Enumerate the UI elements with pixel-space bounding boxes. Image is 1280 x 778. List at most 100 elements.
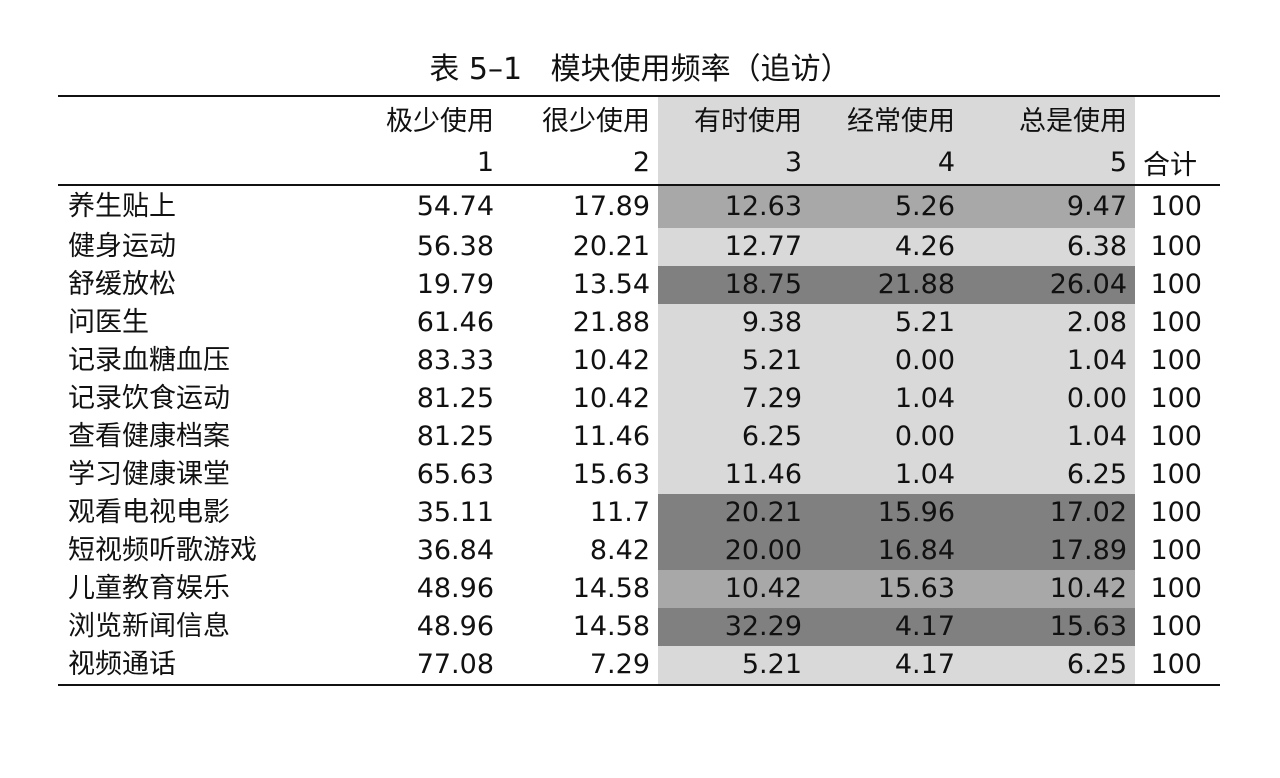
module-name-cell: 记录血糖血压 [68, 345, 230, 376]
value-cell-v3: 20.21 [658, 494, 810, 532]
module-name-cell: 记录饮食运动 [68, 383, 230, 414]
module-name-cell: 查看健康档案 [68, 421, 230, 452]
value-cell-v5: 26.04 [963, 266, 1135, 304]
value-cell-v5: 17.89 [963, 532, 1135, 570]
value-cell-v2: 13.54 [572, 269, 650, 300]
value-cell-v4: 0.00 [810, 342, 963, 380]
table-row: 记录血糖血压 83.33 10.42 5.21 0.00 1.04 100 [58, 342, 1220, 380]
total-cell: 100 [1150, 269, 1202, 300]
value-cell-v2: 11.46 [572, 421, 650, 452]
value-cell-v2: 20.21 [572, 231, 650, 262]
value-cell-v3: 12.63 [658, 185, 810, 228]
value-cell-v4: 1.04 [810, 380, 963, 418]
value-cell-v2: 15.63 [572, 459, 650, 490]
value-cell-v1: 48.96 [416, 611, 494, 642]
total-cell: 100 [1150, 231, 1202, 262]
value-cell-v5: 2.08 [963, 304, 1135, 342]
total-cell: 100 [1150, 611, 1202, 642]
value-cell-v4: 15.63 [810, 570, 963, 608]
value-cell-v4: 1.04 [810, 456, 963, 494]
value-cell-v2: 17.89 [572, 191, 650, 222]
value-cell-v3: 5.21 [658, 646, 810, 686]
value-cell-v5: 0.00 [963, 380, 1135, 418]
module-name-cell: 健身运动 [68, 231, 176, 262]
table-row: 舒缓放松 19.79 13.54 18.75 21.88 26.04 100 [58, 266, 1220, 304]
table-body: 养生贴上 54.74 17.89 12.63 5.26 9.47 100 健身运动 56.38 2… [58, 185, 1220, 686]
table-row: 记录饮食运动 81.25 10.42 7.29 1.04 0.00 100 [58, 380, 1220, 418]
module-name-cell: 观看电视电影 [68, 497, 230, 528]
header-level-5: 总是使用 [963, 95, 1135, 140]
value-cell-v5: 6.25 [963, 456, 1135, 494]
value-cell-v4: 0.00 [810, 418, 963, 456]
value-cell-v3: 32.29 [658, 608, 810, 646]
header-blank-cell [58, 140, 298, 186]
table-row: 观看电视电影 35.11 11.7 20.21 15.96 17.02 100 [58, 494, 1220, 532]
value-cell-v4: 4.17 [810, 608, 963, 646]
header-row-levels: 极少使用 很少使用 有时使用 经常使用 总是使用 [58, 95, 1220, 140]
table-row: 学习健康课堂 65.63 15.63 11.46 1.04 6.25 100 [58, 456, 1220, 494]
module-name-cell: 视频通话 [58, 646, 298, 686]
value-cell-v5: 1.04 [963, 342, 1135, 380]
total-cell: 100 [1150, 307, 1202, 338]
value-cell-v1: 83.33 [416, 345, 494, 376]
table-row: 浏览新闻信息 48.96 14.58 32.29 4.17 15.63 100 [58, 608, 1220, 646]
value-cell-v1: 61.46 [416, 307, 494, 338]
table-row: 短视频听歌游戏 36.84 8.42 20.00 16.84 17.89 100 [58, 532, 1220, 570]
header-code-4: 4 [810, 140, 963, 186]
value-cell-v5: 6.38 [963, 228, 1135, 266]
header-level-4: 经常使用 [810, 95, 963, 140]
module-name-cell: 舒缓放松 [68, 269, 176, 300]
value-cell-v2: 8.42 [589, 535, 650, 566]
module-name-cell: 养生贴上 [68, 191, 176, 222]
header-total: 合计 [1135, 140, 1220, 186]
table-row: 健身运动 56.38 20.21 12.77 4.26 6.38 100 [58, 228, 1220, 266]
header-code-2: 2 [502, 140, 658, 186]
value-cell-v4: 5.21 [810, 304, 963, 342]
value-cell-v2: 14.58 [572, 573, 650, 604]
value-cell-v5: 15.63 [963, 608, 1135, 646]
value-cell-v1: 19.79 [416, 269, 494, 300]
value-cell-v1: 81.25 [416, 421, 494, 452]
value-cell-v1: 48.96 [416, 573, 494, 604]
value-cell-v1: 54.74 [416, 191, 494, 222]
header-code-3: 3 [658, 140, 810, 186]
value-cell-v1: 81.25 [416, 383, 494, 414]
module-name-cell: 问医生 [68, 307, 149, 338]
header-level-2: 很少使用 [502, 95, 658, 140]
value-cell-v4: 21.88 [810, 266, 963, 304]
header-code-5: 5 [963, 140, 1135, 186]
total-cell: 100 [1150, 421, 1202, 452]
value-cell-v3: 11.46 [658, 456, 810, 494]
table-row: 查看健康档案 81.25 11.46 6.25 0.00 1.04 100 [58, 418, 1220, 456]
table-row: 视频通话 77.08 7.29 5.21 4.17 6.25 100 [58, 646, 1220, 686]
value-cell-v3: 9.38 [658, 304, 810, 342]
value-cell-v3: 20.00 [658, 532, 810, 570]
value-cell-v3: 10.42 [658, 570, 810, 608]
value-cell-v3: 5.21 [658, 342, 810, 380]
value-cell-v5: 9.47 [963, 185, 1135, 228]
header-level-3: 有时使用 [658, 95, 810, 140]
value-cell-v4: 5.26 [810, 185, 963, 228]
module-name-cell: 儿童教育娱乐 [68, 573, 230, 604]
value-cell-v1: 35.11 [416, 497, 494, 528]
header-blank-total [1135, 95, 1220, 140]
header-row-codes: 1 2 3 4 5 合计 [58, 140, 1220, 186]
value-cell-v1: 56.38 [416, 231, 494, 262]
total-cell: 100 [1135, 646, 1220, 686]
value-cell-v1: 77.08 [298, 646, 502, 686]
table-header: 极少使用 很少使用 有时使用 经常使用 总是使用 1 2 3 4 5 合计 [58, 95, 1220, 186]
total-cell: 100 [1150, 191, 1202, 222]
usage-frequency-table: 极少使用 很少使用 有时使用 经常使用 总是使用 1 2 3 4 5 合计 养生… [58, 95, 1220, 686]
total-cell: 100 [1150, 345, 1202, 376]
value-cell-v1: 36.84 [416, 535, 494, 566]
value-cell-v1: 65.63 [416, 459, 494, 490]
header-code-1: 1 [298, 140, 502, 186]
value-cell-v4: 4.26 [810, 228, 963, 266]
total-cell: 100 [1150, 497, 1202, 528]
value-cell-v4: 4.17 [810, 646, 963, 686]
total-cell: 100 [1150, 459, 1202, 490]
table-row: 儿童教育娱乐 48.96 14.58 10.42 15.63 10.42 100 [58, 570, 1220, 608]
value-cell-v3: 7.29 [658, 380, 810, 418]
value-cell-v3: 18.75 [658, 266, 810, 304]
total-cell: 100 [1150, 383, 1202, 414]
